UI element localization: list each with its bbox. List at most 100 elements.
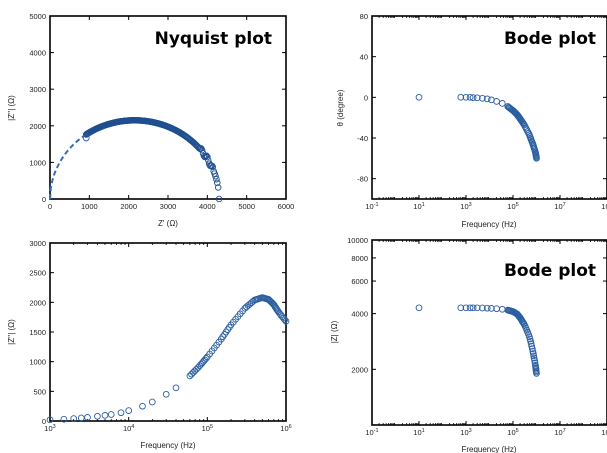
y-tick-label: 1000	[29, 158, 46, 167]
x-tick-label: 101	[413, 428, 424, 437]
nyquist-point	[212, 172, 219, 180]
data-point	[281, 316, 289, 324]
data-point	[94, 412, 101, 420]
y-tick-label: 4000	[29, 49, 46, 58]
bode-phase-xlabel: Frequency (Hz)	[461, 220, 516, 229]
data-point	[457, 93, 465, 101]
data-point	[498, 100, 506, 107]
data-point	[498, 305, 506, 313]
x-tick-label: 5000	[238, 202, 255, 211]
x-tick-label: 104	[123, 424, 134, 433]
data-point	[186, 372, 194, 380]
data-point	[488, 305, 495, 312]
x-tick-label: 107	[554, 428, 565, 437]
data-point	[462, 93, 470, 101]
x-tick-label: 3000	[160, 202, 177, 211]
bode-phase-title: Bode plot	[504, 29, 596, 49]
y-tick-label: 40	[360, 53, 368, 62]
y-tick-label: 2000	[351, 365, 368, 374]
data-point	[139, 402, 146, 410]
data-point	[493, 98, 500, 105]
data-point	[531, 357, 538, 364]
imag-vs-freq-panel: 103 104 105 106 0 500 1000 1500 2000 2500 3000 Fre…	[7, 239, 292, 450]
data-point	[466, 304, 474, 312]
data-point	[125, 407, 133, 414]
bode-phase-ylabel: θ (degree)	[336, 89, 345, 126]
x-tick-label: 107	[554, 202, 565, 211]
bode-modulus-panel: 10-1 101 103 105 107 109 10000 8000 6000 4000 2000…	[330, 236, 607, 453]
data-point	[77, 414, 85, 422]
nyquist-point	[214, 179, 221, 187]
y-tick-label: -80	[357, 175, 368, 184]
data-point	[466, 93, 474, 101]
data-point	[46, 416, 54, 424]
y-tick-label: 1000	[29, 358, 46, 367]
data-point	[70, 415, 78, 422]
x-tick-label: 10-1	[365, 202, 378, 211]
data-point	[415, 93, 423, 101]
data-point	[462, 304, 470, 312]
y-tick-label: 4000	[351, 310, 368, 319]
data-point	[483, 304, 491, 312]
nyquist-xlabel: Z' (Ω)	[158, 219, 178, 228]
bode-modulus-frame	[371, 239, 607, 426]
nyquist-dashed-fit	[49, 133, 87, 200]
data-point	[533, 154, 540, 162]
x-tick-label: 105	[507, 428, 518, 437]
data-point	[533, 370, 540, 377]
x-tick-label: 2000	[120, 202, 137, 211]
data-point	[107, 411, 115, 418]
nyquist-title: Nyquist plot	[155, 29, 272, 49]
imag-vs-freq-ylabel: |Z''| (Ω)	[7, 319, 16, 345]
bode-modulus-ylabel: |Z| (Ω)	[330, 320, 339, 343]
bode-modulus-xlabel: Frequency (Hz)	[461, 445, 516, 453]
data-point	[148, 398, 156, 406]
x-tick-label: 103	[460, 428, 471, 437]
y-tick-label: 0	[42, 417, 46, 426]
x-tick-label: 101	[413, 202, 424, 211]
imag-vs-freq-xlabel: Frequency (Hz)	[140, 441, 195, 450]
data-point	[479, 304, 486, 312]
nyquist-point	[201, 153, 209, 161]
x-tick-label: 103	[44, 424, 55, 433]
nyquist-point	[82, 134, 90, 142]
data-point	[473, 304, 481, 312]
data-point	[473, 94, 481, 102]
y-tick-label: 2500	[29, 269, 46, 278]
data-point	[117, 409, 125, 417]
y-tick-label: 5000	[29, 12, 46, 21]
nyquist-point	[198, 146, 206, 154]
data-point	[528, 345, 536, 353]
y-tick-label: 500	[33, 387, 46, 396]
bode-phase-frame	[371, 15, 607, 200]
y-tick-label: 0	[42, 195, 46, 204]
data-point	[202, 355, 210, 362]
x-tick-label: 10-1	[365, 428, 378, 437]
y-tick-label: 2000	[29, 298, 46, 307]
imag-vs-freq-frame	[49, 242, 287, 422]
y-tick-label: 6000	[351, 277, 368, 286]
x-tick-label: 105	[507, 202, 518, 211]
x-tick-label: 109	[601, 202, 607, 211]
y-tick-label: 3000	[29, 239, 46, 248]
bode-phase-panel: 10-1 101 103 105 107 109 80 40 0 -40 -80 Bode plot…	[336, 12, 607, 229]
data-point	[469, 94, 477, 101]
x-tick-label: 4000	[199, 202, 216, 211]
nyquist-point	[213, 175, 220, 183]
y-tick-label: 1500	[29, 328, 46, 337]
x-tick-label: 0	[48, 202, 52, 211]
data-point	[60, 415, 68, 423]
data-point	[415, 304, 423, 312]
x-tick-label: 1000	[81, 202, 98, 211]
bode-modulus-title: Bode plot	[504, 261, 596, 281]
y-tick-label: 10000	[347, 236, 368, 245]
x-tick-label: 109	[601, 428, 607, 437]
data-point	[191, 367, 199, 375]
x-tick-label: 106	[280, 424, 291, 433]
nyquist-point	[204, 153, 211, 161]
data-point	[527, 340, 535, 348]
data-point	[527, 337, 534, 345]
data-point	[282, 317, 290, 325]
x-tick-label: 103	[460, 202, 471, 211]
nyquist-point	[215, 195, 223, 203]
